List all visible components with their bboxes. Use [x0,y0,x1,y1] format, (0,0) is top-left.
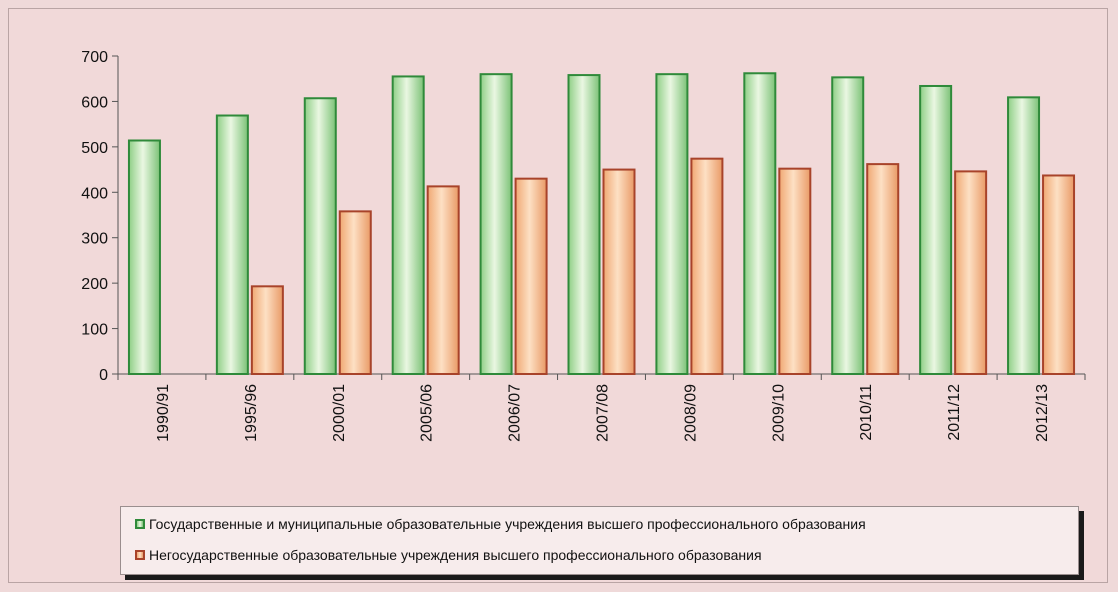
legend-swatch-state [135,519,145,529]
x-tick-label: 2006/07 [507,384,524,442]
bar-private-1995-96 [250,285,284,375]
bar-private-2005-06 [426,185,460,375]
legend-item-state: Государственные и муниципальные образова… [135,516,866,532]
bar-state-2010-11 [831,76,865,375]
bar-state-2009-10 [743,72,777,376]
bar-private-2012-13 [1042,174,1076,375]
legend-label-private: Негосударственные образовательные учрежд… [149,547,762,563]
legend: Государственные и муниципальные образова… [120,506,1079,575]
x-tick-label: 2012/13 [1034,384,1051,442]
y-tick-label: 700 [81,49,108,66]
x-tick-label: 2008/09 [682,384,699,442]
bar-private-2006-07 [514,177,548,375]
y-tick-label: 100 [81,322,108,339]
y-tick-label: 300 [81,231,108,248]
bar-state-2008-09 [655,73,689,376]
bar-state-2012-13 [1007,96,1041,375]
x-tick-label: 2005/06 [419,384,436,442]
x-tick-label: 1990/91 [155,384,172,442]
bar-state-2000-01 [303,97,337,376]
y-tick-label: 500 [81,140,108,157]
bar-state-1990-91 [127,139,161,375]
bar-private-2000-01 [338,210,372,375]
y-axis: 0 100 200 300 400 500 600 700 [81,49,119,384]
bar-private-2008-09 [690,157,724,375]
x-tick-label: 2000/01 [331,384,348,442]
y-tick-label: 0 [99,367,108,384]
x-tick-label: 1995/96 [243,384,260,442]
bar-private-2011-12 [954,170,988,375]
bar-state-2006-07 [479,73,513,376]
legend-label-state: Государственные и муниципальные образова… [149,516,866,532]
bar-private-2010-11 [866,163,900,375]
y-tick-label: 400 [81,185,108,202]
y-tick-label: 200 [81,276,108,293]
bar-state-2011-12 [919,84,953,376]
bars [127,72,1076,376]
bar-state-2005-06 [391,75,425,375]
legend-swatch-private [135,550,145,560]
bar-state-1995-96 [215,114,249,376]
x-tick-label: 2007/08 [595,384,612,442]
bar-private-2009-10 [778,167,812,375]
bar-private-2007-08 [602,168,636,375]
bar-state-2007-08 [567,74,601,376]
x-tick-label: 2010/11 [858,384,875,441]
x-tick-label: 2011/12 [946,384,963,441]
legend-item-private: Негосударственные образовательные учрежд… [135,547,762,563]
y-tick-label: 600 [81,94,108,111]
x-axis: 1990/91 1995/96 2000/01 2005/06 2006/07 2007/… [117,373,1086,442]
x-tick-label: 2009/10 [770,384,787,442]
